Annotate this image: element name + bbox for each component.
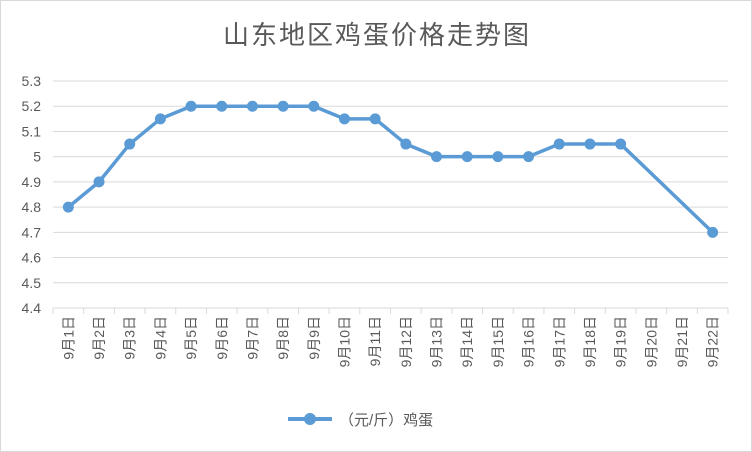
x-tick-label: 9月10日	[336, 316, 352, 367]
x-tick-label: 9月13日	[429, 316, 445, 367]
x-tick-label: 9月4日	[152, 316, 168, 360]
legend-label: （元/斤）鸡蛋	[339, 412, 433, 429]
y-tick-label: 4.6	[22, 250, 42, 266]
data-point	[523, 151, 535, 163]
data-point	[431, 151, 443, 163]
x-tick-label: 9月9日	[306, 316, 322, 360]
x-tick-label: 9月22日	[705, 316, 721, 367]
data-point	[461, 151, 473, 163]
data-point	[400, 138, 412, 150]
y-tick-label: 5.3	[22, 73, 42, 89]
y-tick-label: 5	[33, 149, 41, 165]
data-point	[338, 113, 350, 125]
data-point	[93, 176, 105, 188]
x-tick-label: 9月14日	[459, 316, 475, 367]
data-point	[62, 201, 74, 213]
legend: （元/斤）鸡蛋	[288, 412, 433, 429]
x-tick-label: 9月11日	[367, 316, 383, 366]
x-tick-label: 9月21日	[674, 316, 690, 367]
x-tick-label: 9月16日	[521, 316, 537, 367]
series-layer	[62, 100, 719, 238]
y-tick-label: 4.7	[22, 224, 42, 240]
data-point	[308, 100, 320, 112]
legend-marker-swatch	[304, 413, 316, 425]
data-point	[124, 138, 136, 150]
x-axis-ticks: 9月1日 9月2日 9月3日 9月4日 9月5日 9月6日 9月7日 9月8日 9月9日 9月10…	[60, 316, 720, 367]
y-axis-ticks: 4.4 4.5 4.6 4.7 4.8 4.9 5 5.1 5.2 5.3	[22, 73, 42, 316]
y-tick-label: 5.1	[22, 123, 42, 139]
x-tick-label: 9月19日	[613, 316, 629, 367]
data-point	[553, 138, 565, 150]
x-tick-label: 9月6日	[214, 316, 230, 360]
y-tick-label: 4.4	[22, 300, 42, 316]
x-tick-label: 9月3日	[122, 316, 138, 360]
series-line	[67, 104, 714, 234]
data-point	[246, 100, 258, 112]
y-tick-label: 5.2	[22, 98, 42, 114]
x-tick-label: 9月2日	[91, 316, 107, 360]
data-point	[707, 226, 719, 238]
data-point	[615, 138, 627, 150]
data-point	[584, 138, 596, 150]
y-tick-label: 4.8	[22, 199, 42, 215]
x-tick-label: 9月18日	[582, 316, 598, 367]
data-point	[492, 151, 504, 163]
x-tick-label: 9月17日	[551, 316, 567, 367]
y-tick-label: 4.9	[22, 174, 42, 190]
y-tick-label: 4.5	[22, 275, 42, 291]
data-point	[154, 113, 166, 125]
x-tick-label: 9月20日	[643, 316, 659, 367]
gridlines	[52, 80, 729, 314]
data-point	[216, 100, 228, 112]
x-tick-label: 9月15日	[490, 316, 506, 367]
x-tick-label: 9月7日	[244, 316, 260, 360]
x-tick-label: 9月8日	[275, 316, 291, 360]
x-tick-label: 9月5日	[183, 316, 199, 360]
chart-title: 山东地区鸡蛋价格走势图	[222, 21, 531, 51]
data-point	[185, 100, 197, 112]
x-tick-label: 9月12日	[398, 316, 414, 367]
x-tick-label: 9月1日	[60, 316, 76, 360]
data-point	[369, 113, 381, 125]
data-point	[277, 100, 289, 112]
